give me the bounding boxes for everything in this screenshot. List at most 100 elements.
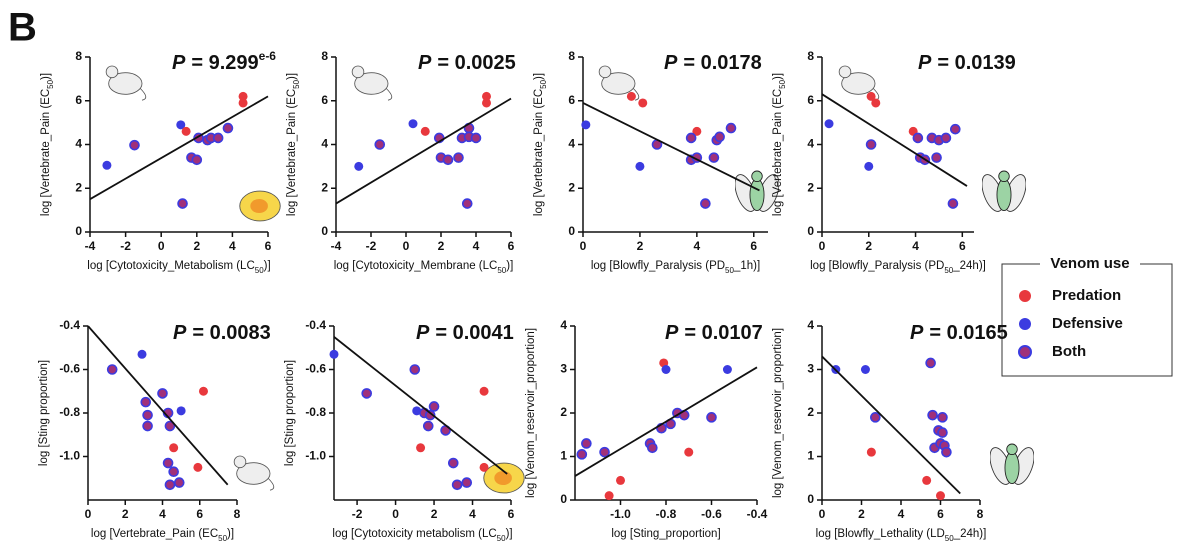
x-tick-label: -2: [352, 507, 363, 521]
y-tick-label: 0: [807, 492, 814, 506]
data-point: [164, 420, 176, 432]
label-part: )]: [772, 73, 784, 80]
label-part: )]: [506, 260, 513, 272]
y-tick-label: 2: [560, 405, 567, 419]
y-tick-label: 3: [807, 362, 814, 376]
data-point: [866, 447, 876, 457]
label-part: 50: [945, 534, 954, 543]
data-point: [361, 388, 373, 399]
trend-line: [821, 93, 968, 187]
label-part: = 9.299: [191, 52, 258, 74]
legend: Venom use: [1001, 254, 1173, 377]
label-part: = 0.0025: [437, 52, 515, 74]
label-part: log [Cytotoxicity metabolism (LC: [332, 528, 496, 540]
data-point: [238, 98, 248, 108]
data-point: [191, 154, 203, 166]
data-point: [479, 386, 489, 396]
label-part: log [Cytotoxicity_Metabolism (LC: [87, 260, 254, 272]
x-tick-label: 6: [750, 239, 757, 253]
data-point: [700, 198, 711, 209]
y-tick-label: 6: [568, 93, 575, 107]
x-tick-label: -2: [120, 239, 131, 253]
y-tick-label: 6: [807, 93, 814, 107]
label-part: P: [173, 322, 187, 344]
data-point: [714, 131, 725, 143]
data-point: [684, 447, 694, 457]
data-point: [409, 364, 421, 375]
trend-line: [87, 325, 229, 486]
data-point: [864, 161, 874, 171]
legend-label: Both: [1052, 343, 1086, 360]
mouse-icon: [351, 65, 393, 101]
data-point: [865, 139, 877, 150]
label-part: log [Venom_reservoir_proportion]: [525, 328, 537, 498]
data-point: [461, 477, 473, 488]
data-point: [176, 406, 186, 416]
legend-marker: [1019, 318, 1031, 330]
label-part: 50: [255, 266, 264, 275]
data-point: [482, 98, 491, 108]
data-point: [576, 449, 588, 460]
label-part: log [Vertebrate_Pain (EC: [91, 528, 218, 540]
label-part: P: [664, 52, 678, 74]
data-point: [927, 409, 938, 421]
data-point: [453, 152, 464, 163]
data-point: [871, 98, 881, 108]
data-point: [408, 119, 418, 129]
y-tick-label: -0.4: [59, 318, 80, 332]
x-tick-label: 4: [469, 507, 476, 521]
x-tick-label: 0: [158, 239, 165, 253]
data-point: [447, 457, 459, 469]
label-part: log [Blowfly_Paralysis (PD: [810, 260, 944, 272]
x-tick-label: 0: [819, 507, 826, 521]
y-tick-label: 0: [560, 492, 567, 506]
data-point: [374, 139, 386, 150]
trend-line: [821, 355, 961, 495]
y-tick-label: 0: [807, 224, 814, 238]
y-tick-label: 1: [560, 449, 567, 463]
label-part: log [Sting proportion]: [284, 360, 296, 466]
data-point: [599, 446, 610, 458]
label-part: 50: [46, 79, 55, 88]
data-point: [102, 160, 112, 170]
x-tick-label: 6: [508, 239, 515, 253]
data-point: [860, 365, 870, 374]
x-tick-label: 6: [937, 507, 944, 521]
data-point: [635, 161, 645, 171]
y-tick-label: 8: [321, 49, 328, 63]
data-point: [941, 446, 952, 458]
legend-title: Venom use: [1050, 255, 1129, 272]
data-point: [936, 491, 945, 501]
data-point: [222, 122, 234, 134]
data-point: [198, 386, 208, 396]
label-part: = 0.0178: [683, 52, 761, 74]
label-part: = 0.0083: [192, 322, 270, 344]
y-tick-label: 4: [807, 318, 814, 332]
x-tick-label: -0.4: [747, 507, 768, 521]
y-axis-label: log [Vertebrate_Pain (EC50)]: [772, 73, 787, 216]
y-tick-label: 2: [321, 180, 328, 194]
data-point: [181, 126, 191, 136]
label-part: P: [416, 322, 430, 344]
label-part: )]: [227, 528, 234, 540]
data-point: [193, 462, 203, 472]
y-axis-label: log [Vertebrate_Pain (EC50)]: [40, 73, 55, 216]
y-tick-label: 6: [321, 93, 328, 107]
label-part: P: [910, 322, 924, 344]
y-tick-label: 4: [807, 137, 814, 151]
p-value: P = 0.0165: [910, 322, 1008, 344]
data-point: [949, 123, 961, 135]
y-tick-label: 0: [321, 224, 328, 238]
x-tick-label: 0: [392, 507, 399, 521]
y-axis-label: log [Sting proportion]: [38, 360, 50, 466]
x-tick-label: 0: [819, 239, 826, 253]
p-value: P = 0.0041: [416, 322, 514, 344]
label-part: 50: [539, 79, 548, 88]
data-point: [931, 152, 942, 163]
data-point: [685, 132, 697, 144]
label-part: 50: [218, 534, 227, 543]
data-point: [647, 442, 658, 454]
x-tick-label: 0: [85, 507, 92, 521]
data-point: [329, 349, 339, 359]
label-part: log [Sting proportion]: [38, 360, 50, 466]
